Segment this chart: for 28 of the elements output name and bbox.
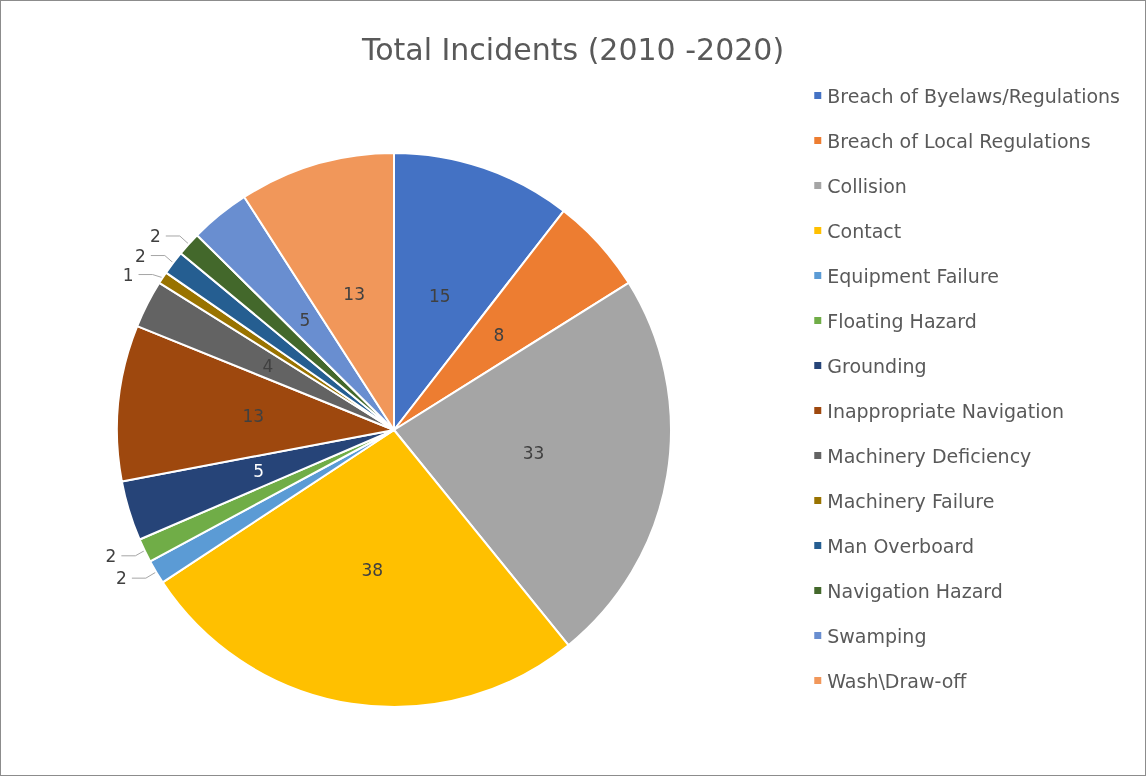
data-label: 38	[361, 559, 384, 580]
legend-label: Floating Hazard	[827, 309, 977, 332]
data-label: 5	[253, 461, 265, 482]
legend-label: Swamping	[827, 624, 927, 647]
chart-title: Total Incidents (2010 -2020)	[360, 31, 785, 67]
legend-label: Grounding	[827, 354, 927, 377]
legend-label: Equipment Failure	[827, 264, 999, 287]
legend-label: Man Overboard	[827, 534, 974, 557]
legend-label: Navigation Hazard	[827, 579, 1003, 602]
data-label: 8	[493, 325, 505, 346]
legend-label: Machinery Deficiency	[827, 444, 1032, 467]
data-label: 33	[522, 443, 545, 464]
legend-label: Inappropriate Navigation	[827, 399, 1065, 422]
legend-label: Breach of Local Regulations	[827, 129, 1091, 152]
legend-label: Machinery Failure	[827, 489, 995, 512]
data-label: 5	[299, 310, 311, 331]
legend-label: Breach of Byelaws/Regulations	[827, 84, 1121, 107]
data-label: 2	[116, 568, 127, 589]
data-label: 2	[135, 245, 146, 266]
data-label: 2	[149, 225, 161, 246]
data-label: 1	[122, 264, 134, 285]
data-label: 2	[105, 545, 117, 566]
legend-label: Contact	[827, 219, 902, 242]
data-label: 13	[242, 406, 265, 427]
legend-label: Wash\Draw-off	[827, 669, 968, 692]
data-label: 13	[343, 284, 365, 305]
legend-label: Collision	[827, 174, 907, 197]
data-label: 15	[428, 286, 451, 307]
